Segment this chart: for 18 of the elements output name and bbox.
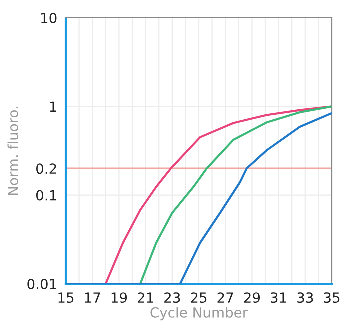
y-tick-label: 0.1 <box>36 190 56 201</box>
y-tick-label: 10 <box>42 12 57 24</box>
y-tick-label: 0.2 <box>36 164 56 174</box>
y-axis-title: Norm. fluoro. <box>8 107 18 196</box>
x-axis-title: Cycle Number <box>150 307 248 321</box>
x-tick-label: 25 <box>191 292 207 304</box>
x-tick-label: 35 <box>324 292 340 304</box>
y-tick-label: 0.01 <box>28 278 56 290</box>
x-tick-label: 23 <box>164 292 180 304</box>
x-tick-label: 29 <box>244 292 260 304</box>
x-tick-label: 31 <box>271 292 286 304</box>
x-tick-label: 33 <box>298 292 314 304</box>
y-tick-label: 1 <box>50 102 56 112</box>
x-tick-label: 17 <box>85 292 100 303</box>
x-tick-label: 19 <box>112 292 128 304</box>
x-tick-label: 15 <box>58 292 74 304</box>
x-tick-label: 27 <box>218 292 234 303</box>
x-tick-label: 21 <box>138 292 154 303</box>
